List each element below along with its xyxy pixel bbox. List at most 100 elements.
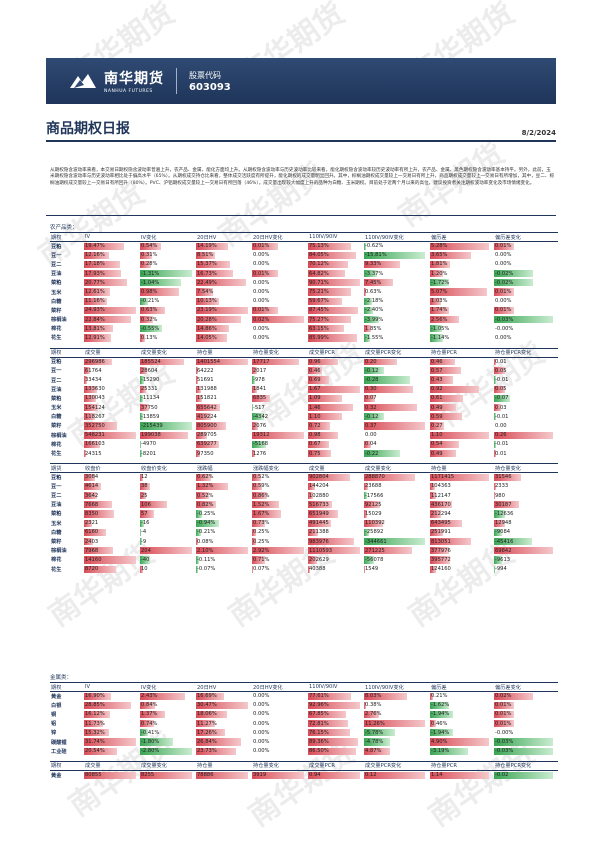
metal-vol-value-bar (430, 693, 433, 700)
agri-oi-value-cell: 2076 (252, 422, 267, 430)
agri-fut-value-bar (140, 482, 150, 490)
agri-vol-value-cell: 59.67% (308, 297, 364, 306)
agri-oi-value-bar (84, 449, 87, 458)
agri-vol-value-cell: 85.99% (308, 333, 364, 342)
agri-vol-row: 玉米 12.61% 0.98% 7.54% 0.00% 75.21% 0.63% 5.07% 0… (50, 287, 558, 296)
agri-oi-value-cell: -4970 (140, 440, 157, 448)
metal-vol-value-bar (364, 729, 396, 737)
agri-vol-value-bar (84, 306, 136, 314)
metal-oi-header-cell: 成交量PCR变化 (364, 760, 430, 771)
metal-vol-value-cell: 0.00% (253, 739, 270, 746)
agri-oi-value-cell: 0.96 (308, 357, 364, 366)
agri-vol-value-bar (364, 297, 373, 305)
agri-oi-value-cell: -517 (252, 404, 265, 412)
agri-oi-value-bar (252, 358, 300, 366)
agri-fut-value-bar (196, 492, 209, 500)
metal-vol-row: 锌 15.32% -0.41% 17.26% 0.00% 76.15% -5.78% -1.9… (50, 728, 558, 737)
metal-vol-value-bar (84, 747, 118, 755)
agri-fut-value-cell: 8350 (84, 509, 140, 518)
agri-vol-value-cell: 14.19% (196, 242, 252, 251)
agri-oi-value-bar (252, 367, 258, 375)
agri-vol-value-cell: 5.07% (430, 287, 494, 296)
agri-fut-product-cell: 豆油 (51, 502, 62, 509)
agri-fut-value-cell: 4614 (84, 482, 140, 491)
metal-vol-value-bar (364, 710, 379, 719)
agri-oi-value-cell: 19312 (252, 431, 308, 440)
agri-vol-value-bar (196, 288, 213, 296)
agri-oi-row: 豆二 33434 -15290 51691 -978 0.69 -0.28 0.43 -0.01 (50, 375, 558, 384)
agri-fut-value-bar (494, 492, 495, 500)
agri-vol-value-bar (308, 288, 351, 296)
agri-oi-value-bar (430, 440, 459, 448)
agri-oi-value-cell: 0.72 (308, 421, 364, 430)
agri-vol-value-bar (84, 334, 111, 342)
agri-fut-value-bar (84, 556, 136, 564)
agri-vol-value-cell: 0.00% (495, 298, 512, 305)
agri-oi-value-bar (84, 394, 97, 402)
agri-fut-value-bar (196, 556, 199, 564)
agri-oi-value-bar (140, 385, 147, 393)
agri-vol-value-bar (252, 316, 304, 324)
agri-oi-value-cell: 28604 (140, 367, 158, 375)
agri-fut-value-bar (140, 519, 145, 527)
metal-vol-value-cell: 0.84% (140, 701, 158, 709)
agri-fut-value-bar (252, 556, 265, 564)
agri-vol-value-bar (84, 297, 108, 305)
agri-fut-value-bar (196, 482, 229, 490)
metal-vol-value-cell: -2.80% (140, 747, 196, 756)
agri-oi-value-bar (494, 358, 497, 366)
agri-vol-value-cell: 0.02% (252, 315, 308, 324)
agri-fut-header-cell: 持仓量 (430, 463, 494, 474)
agri-vol-value-bar (364, 260, 400, 269)
agri-oi-value-cell: 0.00 (495, 422, 507, 429)
agri-oi-value-cell: 0.27 (430, 422, 445, 430)
summary-text: 从期权隐含波动率来看，本交易日期权隐含波动率普遍上升，农产品、金属、能化方面均上… (50, 168, 555, 186)
agri-vol-value-cell: 5.28% (430, 242, 494, 251)
agri-fut-value-bar (252, 537, 257, 546)
agri-fut-value-bar (430, 547, 449, 555)
agri-fut-value-cell: -994 (494, 565, 507, 573)
agri-vol-value-bar (364, 279, 393, 287)
agri-vol-value-bar (140, 288, 179, 296)
agri-vol-value-cell: 64.82% (308, 269, 364, 278)
agri-fut-value-bar (252, 474, 262, 481)
agri-vol-value-bar (196, 279, 246, 287)
agri-vol-value-bar (430, 243, 489, 250)
metal-vol-value-cell: 0.00% (253, 729, 270, 736)
metal-vol-value-bar (308, 729, 351, 737)
agri-vol-row: 花生 12.91% 0.13% 14.05% 0.00% 85.99% -1.55% -1.1… (50, 333, 558, 342)
agri-oi-value-cell: 0.01 (494, 449, 507, 458)
agri-vol-row: 白糖 11.16% -0.21% 10.13% 0.00% 59.67% -2.18% 1.0… (50, 297, 558, 306)
metal-vol-value-cell: 1.37% (140, 710, 196, 719)
agri-vol-value-bar (252, 270, 278, 278)
agri-vol-value-bar (308, 270, 345, 278)
agri-fut-value-cell: 1.32% (196, 482, 252, 491)
metal-section: 金属类： 期权 IV IV变化 20日HV 20日HV变化 110IV/90IV 110IV… (50, 674, 558, 780)
agri-oi-value-bar (364, 404, 417, 412)
agri-fut-value-cell: 69842 (494, 546, 558, 555)
metal-oi-value-cell: 0.94 (308, 770, 364, 779)
agri-vol-value-cell: -2.18% (364, 297, 384, 305)
agri-oi-value-bar (196, 376, 198, 384)
agri-vol-value-bar (308, 316, 351, 324)
report-title: 商品期权日报 (46, 121, 130, 137)
agri-vol-value-bar (140, 334, 146, 342)
agri-oi-value-cell: 0.05 (494, 367, 507, 375)
agri-oi-value-cell: 166103 (84, 440, 105, 448)
agri-oi-value-bar (252, 404, 254, 412)
agri-fut-value-bar (84, 510, 115, 518)
metal-vol-product-cell: 铝 (51, 721, 57, 728)
agri-vol-value-bar (430, 270, 444, 278)
agri-vol-row: 棉花 13.81% -0.55% 14.86% 0.00% 63.15% 1.85% -1.0… (50, 324, 558, 333)
agri-vol-value-bar (430, 251, 471, 259)
agri-vol-header-cell: 20日HV变化 (252, 232, 308, 242)
agri-fut-value-bar (494, 474, 521, 481)
agri-oi-value-bar (308, 431, 339, 439)
agri-oi-value-cell: -4342 (252, 413, 269, 421)
agri-vol-value-cell: -1.72% (430, 279, 450, 287)
agri-fut-row: 豆二 3642 25 0.52% 0.86% 102880 -17566 112147 980 (50, 491, 558, 500)
metal-vol-value-bar (84, 738, 136, 746)
agri-fut-header-cell: 涨跌幅变化 (252, 463, 308, 474)
agri-vol-value-cell: 15.37% (196, 260, 252, 269)
agri-fut-value-bar (494, 501, 520, 509)
